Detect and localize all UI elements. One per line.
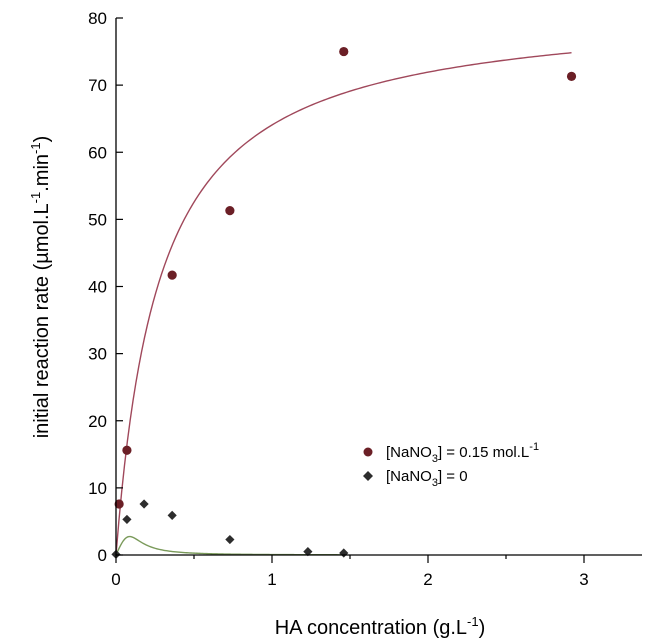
- data-point-series-2: [122, 514, 132, 525]
- y-tick-label: 40: [88, 278, 107, 297]
- tick-layer: 0 10 20 30 40 50 60 70 80 0 1 2 3: [88, 9, 589, 589]
- legend-box: [350, 423, 612, 497]
- y-axis-title-tail: ): [31, 136, 53, 143]
- legend-1-sup: -1: [529, 441, 539, 453]
- y-tick-label: 20: [88, 412, 107, 431]
- data-point-series-1: [122, 445, 132, 455]
- legend-1-pre: [NaNO: [386, 444, 432, 461]
- y-axis-title-main: initial reaction rate (µmol.L: [31, 203, 53, 438]
- data-point-series-1: [566, 71, 577, 81]
- data-point-series-2: [303, 547, 313, 557]
- data-point-series-2: [139, 499, 149, 509]
- y-tick-label: 10: [88, 479, 107, 498]
- y-axis-title-sup2: -1: [28, 142, 43, 154]
- data-point-series-1: [167, 270, 177, 280]
- legend-1-sub: 3: [432, 453, 438, 465]
- x-tick-label: 2: [423, 570, 432, 589]
- x-tick-label: 3: [579, 570, 588, 589]
- data-point-series-2: [225, 534, 235, 545]
- y-tick-label: 80: [88, 9, 107, 28]
- legend-label-series-2: [NaNO3] = 0: [386, 468, 468, 489]
- x-tick-label: 0: [111, 570, 120, 589]
- y-tick-label: 0: [98, 546, 107, 565]
- x-axis-title-tail: ): [479, 617, 486, 639]
- legend-2-pre: [NaNO: [386, 468, 432, 485]
- data-point-series-1: [225, 206, 235, 216]
- fit-curve-series-1: [115, 52, 572, 556]
- y-tick-label: 70: [88, 76, 107, 95]
- y-axis-title-sup1: -1: [28, 192, 43, 204]
- data-point-series-1: [114, 499, 124, 509]
- legend-marker-series-1: [363, 447, 373, 457]
- point-layer: [111, 46, 577, 559]
- x-axis-title-main: HA concentration (g.L: [275, 617, 467, 639]
- x-axis-title-sup: -1: [467, 614, 479, 629]
- legend-2-sub: 3: [432, 477, 438, 489]
- legend-marker-series-2: [363, 471, 373, 481]
- y-tick-label: 50: [88, 210, 107, 229]
- data-point-series-1: [339, 46, 349, 57]
- legend: [NaNO3] = 0.15 mol.L-1 [NaNO3] = 0: [350, 423, 612, 497]
- legend-2-post: ] = 0: [438, 468, 468, 485]
- data-point-series-2: [167, 510, 177, 520]
- x-tick-label: 1: [267, 570, 276, 589]
- legend-label-series-1: [NaNO3] = 0.15 mol.L-1: [386, 441, 539, 465]
- y-axis-title: initial reaction rate (µmol.L-1.min-1): [28, 136, 53, 439]
- x-axis-title: HA concentration (g.L-1): [275, 614, 486, 639]
- y-tick-label: 30: [88, 345, 107, 364]
- y-tick-label: 60: [88, 143, 107, 162]
- y-axis-title-mid: .min: [31, 154, 53, 192]
- legend-1-post: ] = 0.15 mol.L: [438, 444, 529, 461]
